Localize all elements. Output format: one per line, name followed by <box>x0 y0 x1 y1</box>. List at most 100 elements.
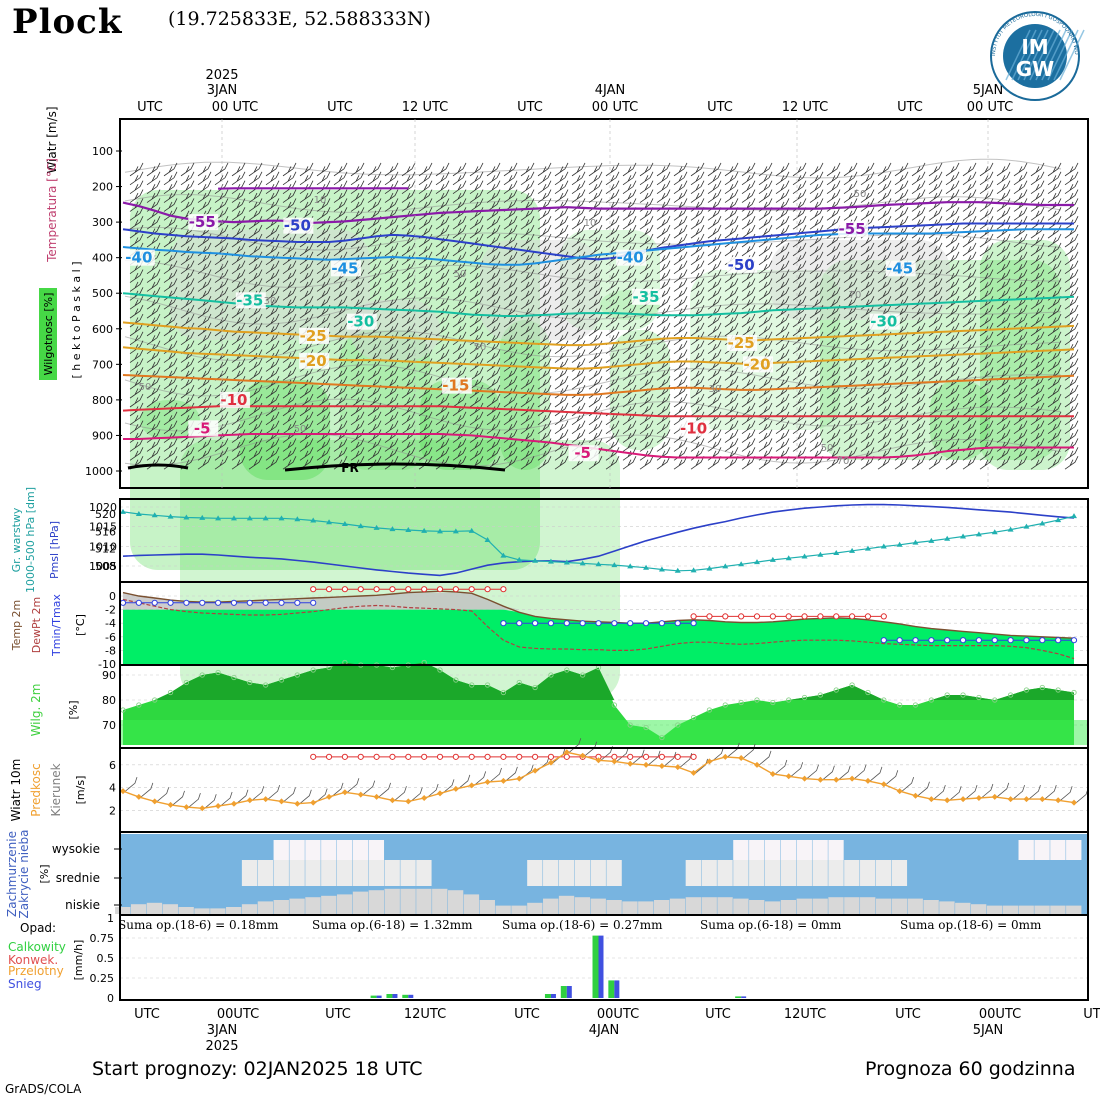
wind-barb <box>384 447 399 461</box>
bottom-time-tick-label: UT <box>1083 1007 1100 1022</box>
wind-barb <box>537 456 552 470</box>
precip-sum-label: Suma op.(18-6) = 0.27mm <box>502 918 663 932</box>
wind-barb <box>1047 456 1062 470</box>
gust-marker <box>484 753 491 760</box>
logo-stripe <box>1035 29 1061 81</box>
wind-barb <box>571 278 586 292</box>
wind-barb <box>928 260 943 274</box>
thickness-marker <box>674 567 681 573</box>
cloud-low-bar <box>416 888 432 914</box>
wind-barb <box>316 420 331 434</box>
wind-barb <box>605 233 620 248</box>
tmin-marker <box>627 620 634 627</box>
cloud-mid-bar <box>796 860 812 886</box>
humidity-marker <box>262 682 269 688</box>
wind-barb <box>1064 384 1079 399</box>
thickness-marker <box>326 519 333 525</box>
wind-barb <box>894 233 909 248</box>
wind-barb <box>146 296 161 310</box>
wind-barb <box>724 376 739 390</box>
wind-barb <box>588 278 603 292</box>
wind-barb <box>1030 358 1045 372</box>
wind-barb <box>129 349 144 363</box>
logo-stripe <box>1011 29 1037 81</box>
wind-barb <box>843 269 858 283</box>
wind-barb <box>554 429 569 443</box>
wind-barb <box>265 411 280 426</box>
wind-barb <box>435 242 450 257</box>
wind-barb <box>707 162 722 177</box>
wind-barb <box>435 224 450 239</box>
wind-barb <box>384 269 399 283</box>
wind-barb <box>911 340 926 354</box>
wind-barb <box>384 313 399 328</box>
wind-barb <box>537 367 552 381</box>
logo-stripe <box>1017 29 1043 81</box>
wind-barb <box>894 393 909 408</box>
wind-barb <box>605 313 620 328</box>
pressure-tick-label: 1000 <box>85 465 113 478</box>
wind-barb <box>333 322 348 337</box>
wind-barb <box>877 180 892 194</box>
tmin-marker <box>1055 637 1062 644</box>
tmin-marker <box>246 599 253 606</box>
wind-barb <box>401 296 416 310</box>
humidity-marker <box>675 722 681 728</box>
gust-marker <box>674 753 681 760</box>
humidity-dry-patch <box>770 240 950 320</box>
wind-barb <box>503 447 518 461</box>
wind-barb <box>673 322 688 337</box>
gust-marker <box>516 753 523 760</box>
tmin-marker <box>975 637 983 644</box>
wind-barb <box>826 189 841 203</box>
wind-barb <box>979 269 994 283</box>
wind-barb <box>775 402 790 417</box>
wind-barb <box>503 349 518 363</box>
wind-barb <box>520 349 535 363</box>
wind-barb <box>622 233 637 248</box>
wind-barb <box>418 447 433 461</box>
wind-speed-marker <box>579 752 586 759</box>
bottom-date-day: 4JAN <box>589 1023 620 1038</box>
cloud-low-bar <box>543 898 559 914</box>
wind-barb <box>146 420 161 434</box>
wind-barb <box>673 402 688 417</box>
wind-barb <box>452 411 467 426</box>
wind-barb <box>571 411 586 426</box>
precip-total-bar <box>608 980 615 998</box>
thickness-marker <box>120 508 126 514</box>
wind-barb <box>214 189 229 203</box>
dewpoint-title: DewPt 2m <box>30 597 43 653</box>
cloud-low-bar <box>891 898 908 914</box>
wind-barb <box>843 384 858 399</box>
cloud-mid-bar <box>257 860 274 886</box>
wind-barb <box>911 420 926 434</box>
wind-barb <box>1030 278 1045 292</box>
wind-barb <box>486 233 501 248</box>
wind-barb <box>146 358 161 372</box>
wind-barb <box>214 260 229 274</box>
wind-barb <box>894 340 909 354</box>
humidity-marker <box>865 689 871 696</box>
humidity-marker <box>833 687 839 693</box>
wind-barb <box>758 420 773 434</box>
wind-barb <box>401 198 416 212</box>
bottom-time-tick-label: UTC <box>325 1007 351 1022</box>
wind-barb <box>469 349 484 363</box>
wind-barb <box>843 260 858 274</box>
thickness-marker <box>341 520 348 526</box>
wind-barb <box>724 429 739 443</box>
wind-barb <box>231 162 246 177</box>
wind-barb <box>537 162 552 177</box>
wind-barb <box>197 171 212 186</box>
wind-10m-barb <box>186 793 201 810</box>
humidity-marker <box>706 707 713 713</box>
wind-barb <box>741 171 756 186</box>
cloud-subtitle: Zakrycie nieba <box>17 830 31 919</box>
wind-barb <box>384 171 399 186</box>
wind-barb <box>911 393 926 408</box>
wind-barb <box>265 447 280 461</box>
wind-barb <box>809 233 824 248</box>
wind-barb <box>418 296 433 310</box>
precip-frame <box>119 914 1089 1001</box>
